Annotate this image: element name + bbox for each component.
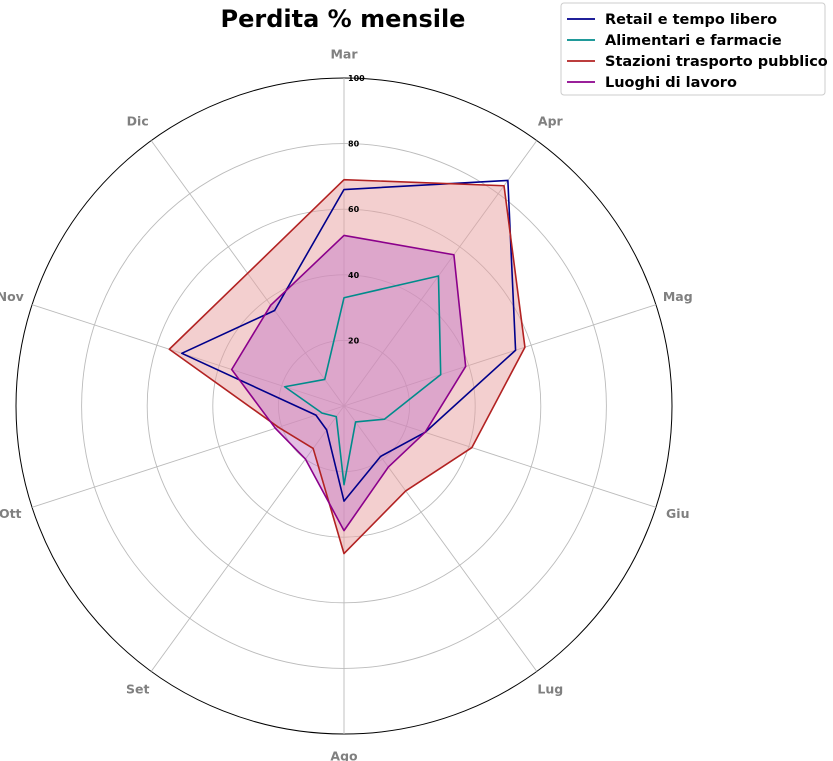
- series-line: [283, 275, 442, 486]
- series-line: [168, 178, 526, 555]
- legend-box: [560, 2, 826, 96]
- radial-tick-label: 100: [348, 74, 365, 83]
- series-area: [231, 235, 466, 531]
- category-label: Dic: [127, 114, 149, 129]
- radial-tick-label: 20: [348, 336, 360, 345]
- category-label: Nov: [0, 289, 24, 304]
- radial-tick-label: 60: [348, 205, 360, 214]
- legend-label: Retail e tempo libero: [605, 12, 777, 28]
- category-label: Lug: [537, 681, 563, 696]
- radar-series: [168, 178, 526, 555]
- legend-label: Alimentari e farmacie: [605, 33, 782, 49]
- series-line: [230, 234, 467, 532]
- category-label: Mag: [663, 289, 693, 304]
- legend: Retail e tempo libero Alimentari e farmac…: [560, 2, 828, 96]
- chart-title: Perdita % mensile: [221, 5, 466, 33]
- series-line: [180, 179, 517, 502]
- category-label: Giu: [666, 506, 689, 521]
- radar-labels: Mar Apr Mag Giu Lug Ago Set Ott Nov Dic 20 40 60 80 10…: [0, 47, 693, 761]
- category-label: Mar: [330, 47, 358, 62]
- radial-tick-label: 40: [348, 271, 360, 280]
- category-label: Set: [126, 681, 149, 696]
- category-label: Apr: [538, 114, 564, 129]
- legend-label: Luoghi di lavoro: [605, 75, 737, 91]
- category-label: Ott: [0, 506, 22, 521]
- legend-label: Stazioni trasporto pubblico: [605, 54, 828, 70]
- category-label: Ago: [330, 748, 358, 761]
- radial-tick-label: 80: [348, 140, 360, 149]
